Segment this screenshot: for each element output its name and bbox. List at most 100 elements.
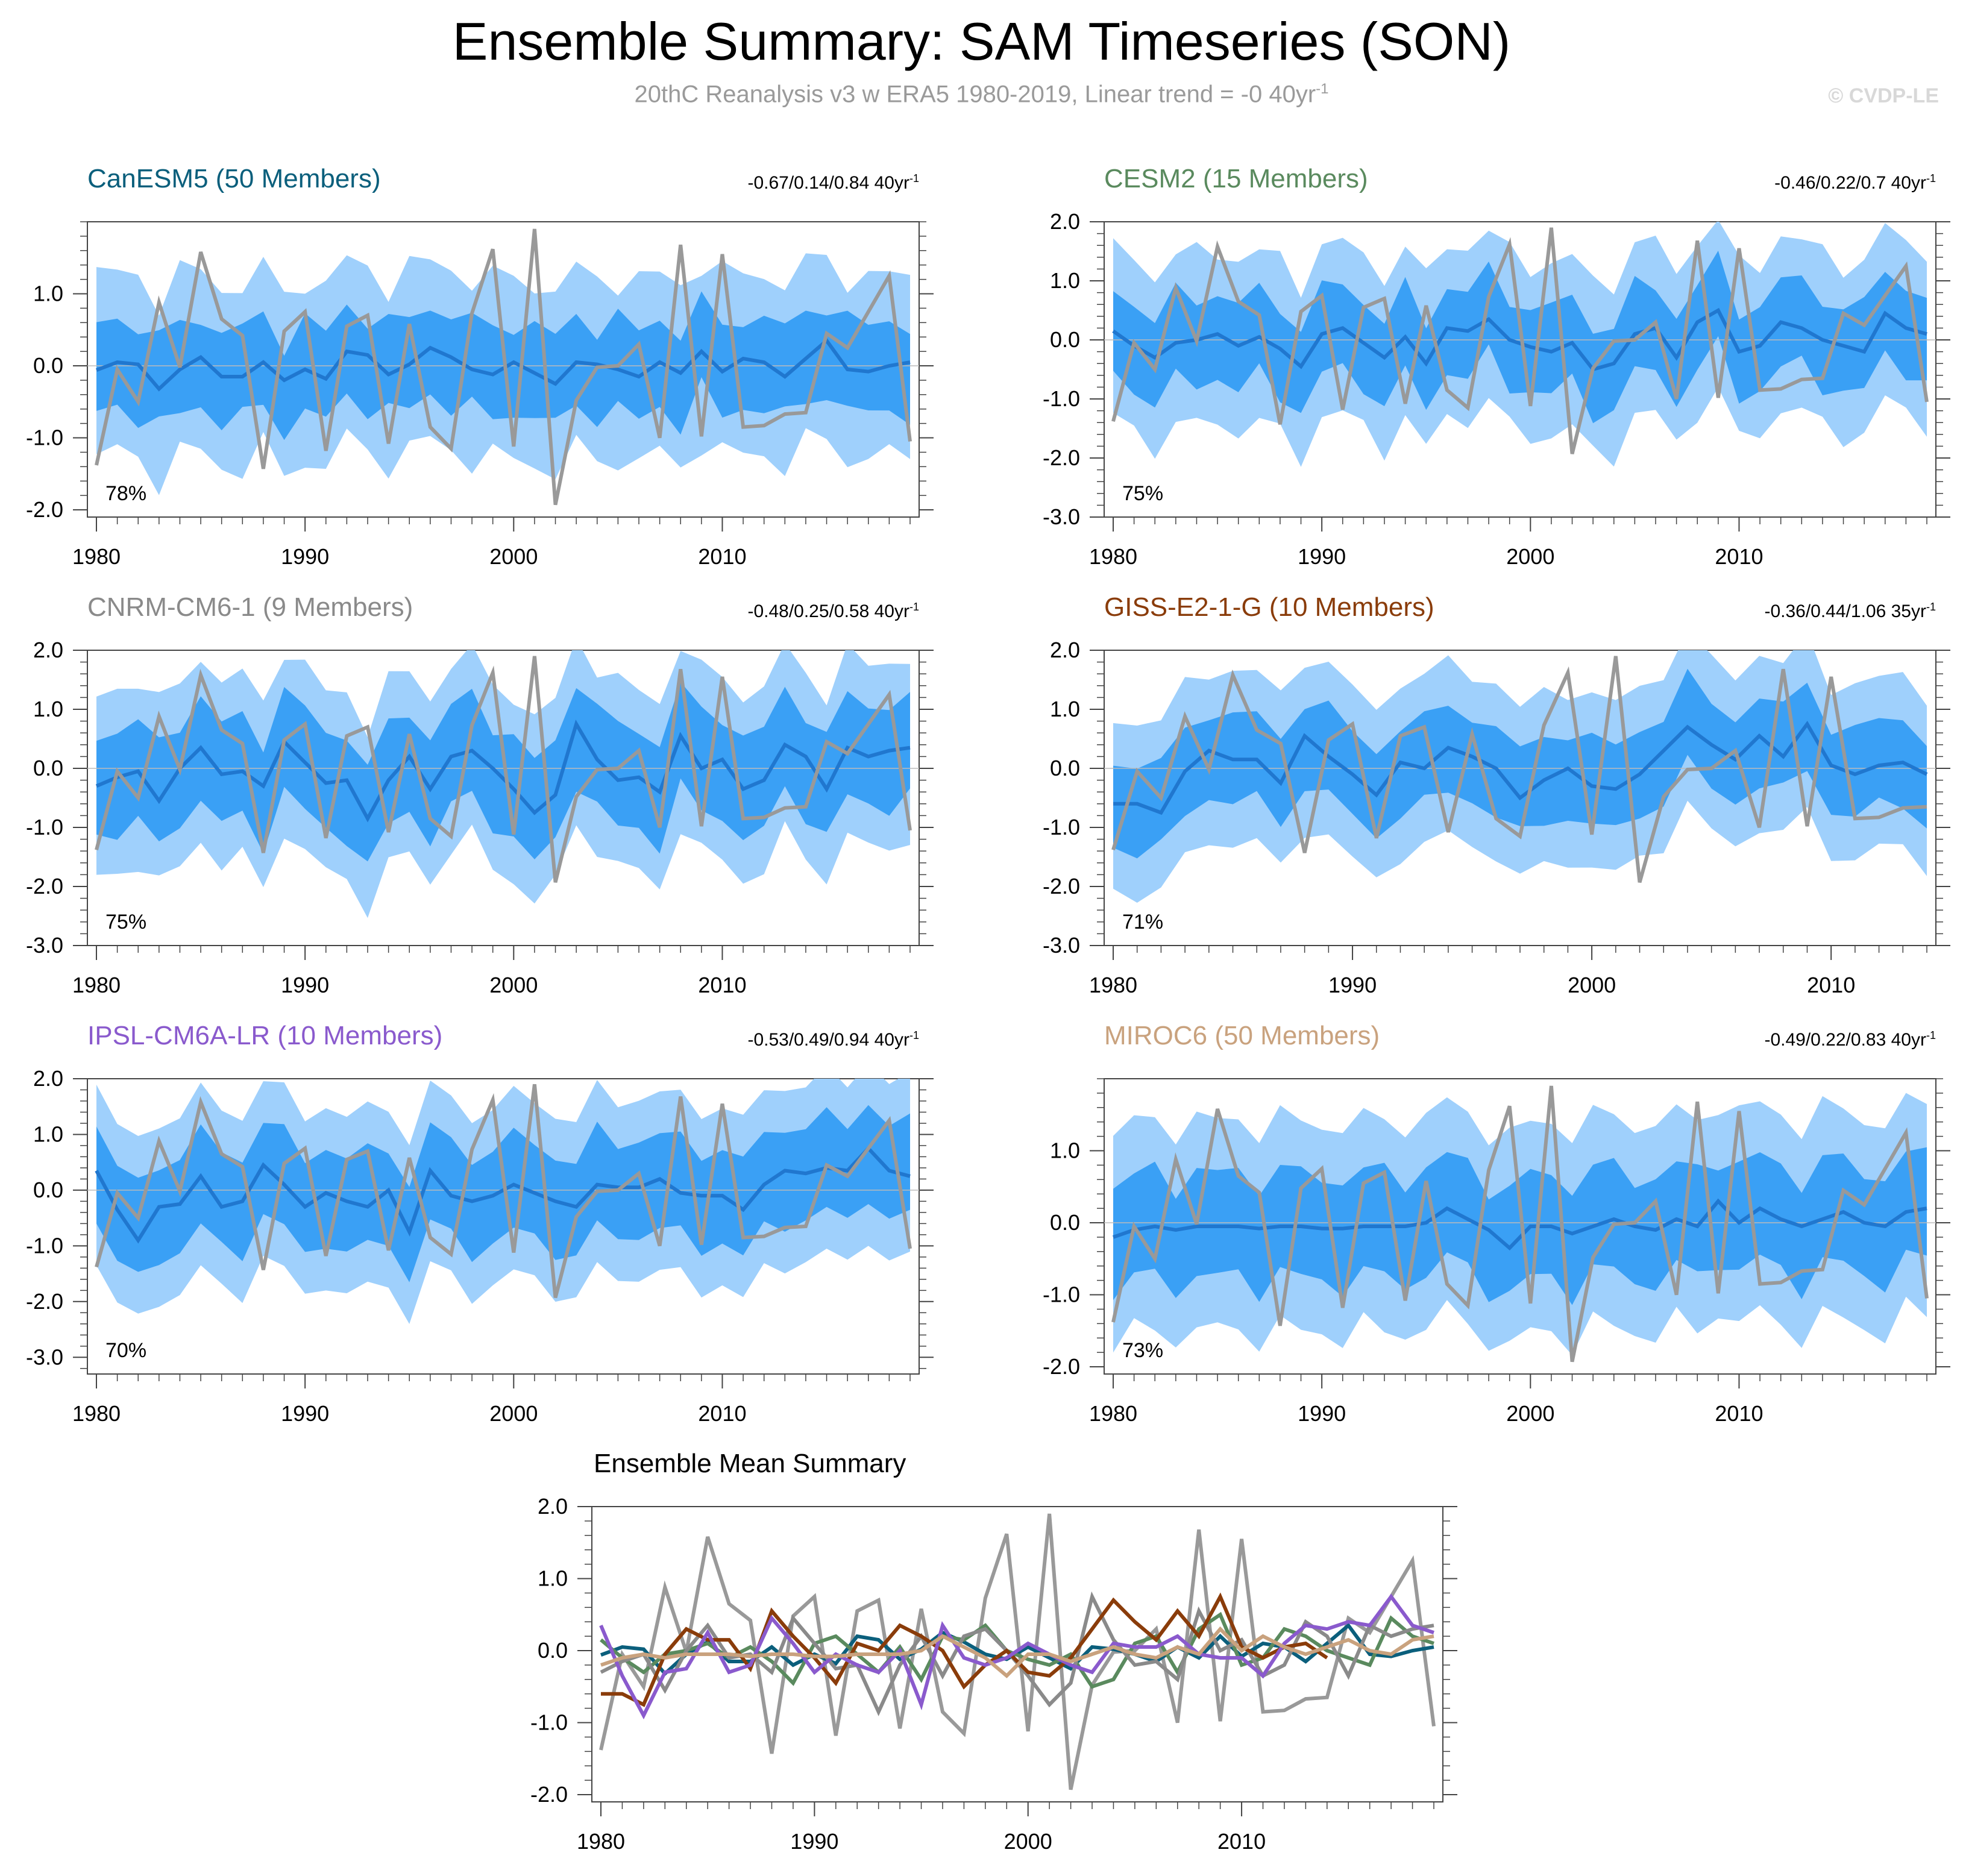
panel-stats-cesm2: -0.46/0.22/0.7 40yr-1 [1774, 172, 1936, 193]
cnrm-ytick-label: 0.0 [33, 756, 63, 780]
cnrm-ytick-label: -2.0 [26, 874, 63, 899]
stats-superscript: -1 [1926, 601, 1936, 613]
giss-plot-area [1104, 650, 1936, 903]
panel-title-cnrm: CNRM-CM6-1 (9 Members) [87, 592, 413, 622]
ipsl-ytick-label: 2.0 [33, 1066, 63, 1091]
ipsl-xtick-label: 1990 [281, 1401, 329, 1426]
ensemble-mean-xtick-label: 1990 [790, 1829, 838, 1854]
ipsl-ytick-label: -3.0 [26, 1344, 63, 1369]
stats-superscript: -1 [1926, 172, 1936, 184]
canesm5-ensemble-mean-line [95, 337, 911, 392]
panel-title-cesm2: CESM2 (15 Members) [1104, 164, 1368, 193]
miroc6-ensemble-mean-line [1113, 1198, 1927, 1250]
canesm5-observed-line [95, 228, 912, 506]
miroc6-observed-line [1111, 1085, 1929, 1363]
ipsl-xtick-label: 2010 [698, 1401, 746, 1426]
canesm5-ytick-label: 0.0 [33, 353, 63, 378]
giss-xtick-label: 2010 [1807, 973, 1855, 997]
ipsl-ensemble-mean-line [95, 1146, 911, 1244]
ipsl-observed-line [95, 1084, 912, 1299]
cnrm-ytick-label: 1.0 [33, 697, 63, 721]
miroc6-percent-label: 73% [1122, 1339, 1163, 1362]
canesm5-xtick-label: 2010 [698, 544, 746, 569]
cesm2-percent-label: 75% [1122, 482, 1163, 505]
stats-text: -0.48/0.25/0.58 40yr [747, 601, 909, 621]
ensemble-mean-line-ipsl [599, 1593, 1434, 1720]
giss-xtick-label: 1990 [1328, 973, 1377, 997]
miroc6-plot-area [1104, 1085, 1936, 1363]
cnrm-ensemble-mean-line [95, 720, 911, 823]
ensemble-mean-ytick-label: -2.0 [530, 1782, 568, 1807]
panel-title-ipsl: IPSL-CM6A-LR (10 Members) [87, 1021, 443, 1050]
watermark: © CVDP-LE [1828, 84, 1939, 107]
panel-stats-ipsl: -0.53/0.49/0.94 40yr-1 [747, 1029, 919, 1050]
cesm2-ytick-label: -3.0 [1043, 504, 1080, 529]
cesm2-xtick-label: 1980 [1089, 544, 1137, 569]
canesm5-xtick-label: 1980 [72, 544, 121, 569]
panel-title-canesm5: CanESM5 (50 Members) [87, 164, 381, 193]
cesm2-plot-area [1104, 222, 1936, 467]
canesm5-plot-frame [87, 221, 920, 518]
ipsl-axes: -3.0 -2.0 -1.0 0.0 1.0 2.0 1980 1990 2000 2010 [26, 1066, 934, 1426]
ensemble-mean-plot-area [599, 1513, 1436, 1790]
canesm5-xtick-label: 1990 [281, 544, 329, 569]
canesm5-xtick-label: 2000 [489, 544, 538, 569]
ipsl-ytick-label: -1.0 [26, 1233, 63, 1258]
giss-xtick-label: 2000 [1568, 973, 1616, 997]
miroc6-xtick-label: 2010 [1715, 1401, 1763, 1426]
stats-superscript: -1 [909, 1029, 919, 1041]
canesm5-plot-area [87, 228, 919, 506]
giss-ytick-label: 1.0 [1050, 697, 1080, 721]
giss-ytick-label: -2.0 [1043, 874, 1080, 899]
giss-inner-band [1113, 668, 1927, 859]
cnrm-percent-label: 75% [105, 911, 146, 933]
ipsl-xtick-label: 1980 [72, 1401, 121, 1426]
ensemble-mean-plot-frame [591, 1506, 1443, 1802]
panel-title-giss: GISS-E2-1-G (10 Members) [1104, 592, 1434, 622]
cesm2-xtick-label: 2000 [1506, 544, 1554, 569]
page-title: Ensemble Summary: SAM Timeseries (SON) [452, 11, 1511, 71]
ensemble-mean-ytick-label: 1.0 [538, 1566, 568, 1591]
subtitle-superscript: -1 [1316, 81, 1329, 97]
giss-axes: -3.0 -2.0 -1.0 0.0 1.0 2.0 1980 1990 2000 2010 [1043, 638, 1950, 997]
panel-stats-miroc6: -0.49/0.22/0.83 40yr-1 [1764, 1029, 1936, 1050]
stats-text: -0.49/0.22/0.83 40yr [1764, 1030, 1926, 1050]
giss-ensemble-mean-line [1113, 721, 1928, 815]
cesm2-ytick-label: 0.0 [1050, 327, 1080, 352]
miroc6-plot-frame [1104, 1078, 1936, 1375]
cesm2-xtick-label: 1990 [1298, 544, 1346, 569]
ensemble-mean-ytick-label: -1.0 [530, 1710, 568, 1735]
giss-ytick-label: -1.0 [1043, 815, 1080, 839]
stats-superscript: -1 [909, 601, 919, 613]
miroc6-ytick-label: 0.0 [1050, 1210, 1080, 1235]
ensemble-mean-xtick-label: 1980 [577, 1829, 625, 1854]
ensemble-mean-line-giss [601, 1592, 1328, 1707]
miroc6-xtick-label: 1990 [1298, 1401, 1346, 1426]
stats-superscript: -1 [909, 172, 919, 184]
canesm5-axes: -2.0 -1.0 0.0 1.0 1980 1990 2000 2010 [26, 221, 934, 569]
giss-xtick-label: 1980 [1089, 973, 1137, 997]
cesm2-ytick-label: 2.0 [1050, 209, 1080, 234]
ensemble-mean-line-miroc6 [600, 1626, 1434, 1678]
page-subtitle: 20thC Reanalysis v3 w ERA5 1980-2019, Li… [0, 81, 1963, 108]
cesm2-ensemble-mean-line [1112, 307, 1927, 372]
cesm2-ytick-label: 1.0 [1050, 268, 1080, 293]
ipsl-percent-label: 70% [105, 1339, 146, 1362]
giss-ytick-label: 2.0 [1050, 638, 1080, 662]
stats-text: -0.67/0.14/0.84 40yr [747, 173, 909, 193]
stats-text: -0.53/0.49/0.94 40yr [747, 1030, 909, 1050]
cesm2-axes: -3.0 -2.0 -1.0 0.0 1.0 2.0 1980 1990 2000 2010 [1043, 209, 1950, 569]
cnrm-xtick-label: 1990 [281, 973, 329, 997]
canesm5-ytick-label: -2.0 [26, 497, 63, 522]
stats-superscript: -1 [1926, 1029, 1936, 1041]
miroc6-ytick-label: -1.0 [1043, 1282, 1080, 1307]
canesm5-ytick-label: 1.0 [33, 281, 63, 306]
panel-stats-giss: -0.36/0.44/1.06 35yr-1 [1764, 601, 1936, 622]
stats-text: -0.36/0.44/1.06 35yr [1764, 601, 1926, 621]
ipsl-ytick-label: 1.0 [33, 1122, 63, 1146]
miroc6-inner-band [1113, 1147, 1927, 1305]
panel-stats-canesm5: -0.67/0.14/0.84 40yr-1 [747, 172, 919, 193]
cesm2-observed-line [1111, 227, 1929, 454]
cnrm-ytick-label: -3.0 [26, 933, 63, 958]
